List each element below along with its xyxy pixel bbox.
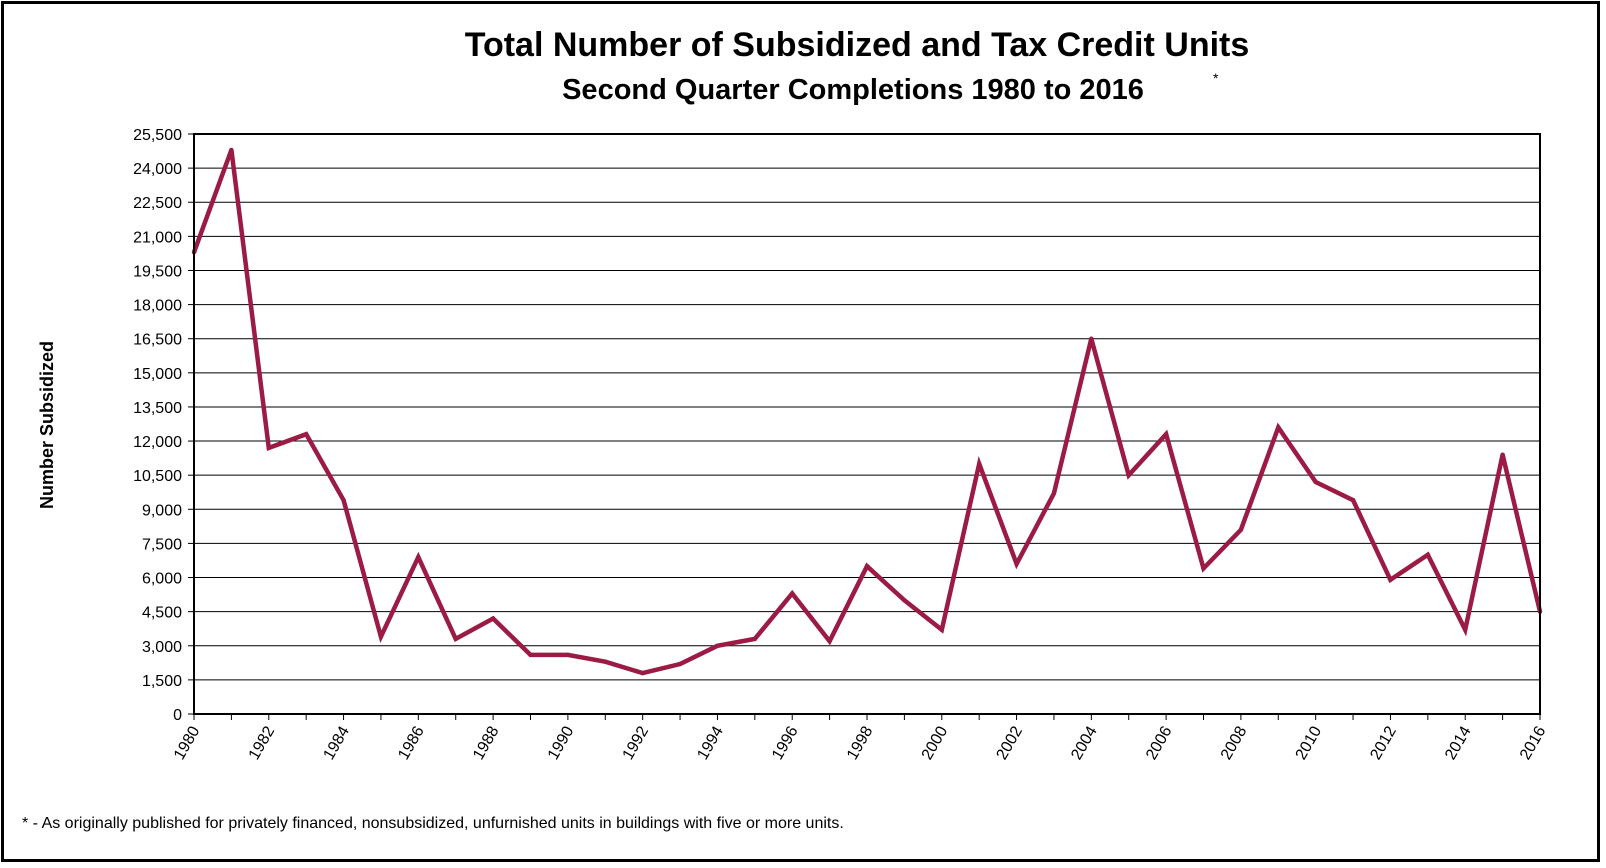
- x-tick-label: 1984: [321, 723, 354, 762]
- x-tick-label: 2016: [1517, 723, 1550, 762]
- data-point: [939, 627, 944, 633]
- data-point: [715, 643, 720, 648]
- data-point: [1126, 472, 1131, 478]
- data-point: [1238, 527, 1244, 532]
- data-point: [1089, 336, 1094, 341]
- data-point: [1201, 566, 1206, 571]
- x-tick-label: 1990: [545, 723, 578, 762]
- x-tick-label: 1994: [694, 723, 727, 762]
- x-tick-label: 2004: [1068, 723, 1101, 762]
- x-tick-label: 1986: [395, 723, 428, 762]
- data-point: [1014, 561, 1019, 567]
- data-point: [229, 147, 234, 153]
- data-point: [528, 652, 533, 658]
- data-point: [341, 497, 346, 503]
- y-axis-label: Number Subsidized: [37, 341, 57, 509]
- data-point: [266, 445, 271, 451]
- data-point: [1425, 552, 1431, 557]
- data-point: [603, 659, 608, 664]
- data-point: [416, 554, 421, 560]
- y-tick-label: 10,500: [133, 468, 182, 485]
- x-tick-label: 2000: [919, 723, 952, 762]
- x-tick-label: 1988: [470, 723, 503, 762]
- y-tick-label: 0: [173, 707, 182, 724]
- y-tick-label: 21,000: [133, 229, 182, 246]
- y-tick-label: 15,000: [133, 366, 182, 383]
- footnote: * - As originally published for privatel…: [22, 815, 844, 832]
- data-point: [976, 461, 982, 467]
- y-tick-label: 9,000: [142, 502, 182, 519]
- data-point: [1350, 497, 1356, 503]
- data-point: [453, 636, 458, 642]
- y-tick-label: 22,500: [133, 195, 182, 212]
- data-point: [1463, 627, 1468, 633]
- data-point: [902, 598, 907, 603]
- x-tick-label: 2010: [1293, 723, 1326, 762]
- x-tick-label: 2012: [1367, 723, 1400, 762]
- x-tick-label: 2006: [1143, 723, 1176, 762]
- x-tick-label: 2014: [1442, 723, 1475, 762]
- x-tick-label: 1992: [620, 723, 653, 762]
- y-tick-label: 12,000: [133, 434, 182, 451]
- data-point: [640, 670, 645, 676]
- plot-area: [193, 133, 1541, 715]
- x-tick-label: 1998: [844, 723, 877, 762]
- y-tick-label: 6,000: [142, 571, 182, 588]
- gridlines: [188, 133, 1541, 720]
- data-point: [1051, 491, 1057, 496]
- x-tick-label: 2002: [994, 723, 1027, 762]
- chart-subtitle: Second Quarter Completions 1980 to 2016: [562, 74, 1144, 106]
- data-point: [565, 652, 571, 658]
- y-tick-labels: 0 1,500 3,000 4,500 6,000 7,500 9,000 10,500 12,…: [133, 127, 182, 724]
- y-tick-label: 25,500: [133, 127, 182, 144]
- data-point: [303, 432, 309, 437]
- y-tick-label: 3,000: [142, 639, 182, 656]
- series-line: [191, 149, 1543, 676]
- y-tick-label: 7,500: [142, 536, 182, 553]
- data-point: [864, 563, 870, 569]
- y-tick-label: 1,500: [142, 673, 182, 690]
- y-tick-label: 4,500: [142, 605, 182, 622]
- data-point: [752, 636, 758, 642]
- data-point: [790, 591, 795, 596]
- x-tick-labels: 1980 1982 1984 1986 1988 1990 1992 1994 1996 1998…: [171, 723, 1550, 762]
- data-point: [1388, 577, 1393, 583]
- data-point: [490, 616, 496, 621]
- data-point: [677, 661, 683, 667]
- series-layer: [191, 147, 1543, 676]
- data-point: [1500, 452, 1505, 457]
- subtitle-footnote-marker: *: [1213, 70, 1219, 86]
- x-tick-label: 1980: [171, 723, 204, 762]
- data-point: [378, 634, 384, 639]
- x-tick-label: 1982: [246, 723, 279, 762]
- y-tick-label: 24,000: [133, 161, 182, 178]
- y-tick-label: 19,500: [133, 263, 182, 280]
- y-tick-label: 16,500: [133, 332, 182, 349]
- data-point: [1276, 425, 1281, 430]
- data-point: [1163, 432, 1169, 437]
- x-tick-label: 2008: [1218, 723, 1251, 762]
- y-tick-label: 18,000: [133, 298, 182, 315]
- data-point: [1313, 479, 1318, 485]
- x-tick-label: 1996: [769, 723, 802, 762]
- chart-title: Total Number of Subsidized and Tax Credi…: [465, 26, 1250, 64]
- data-point: [827, 639, 832, 644]
- y-tick-label: 13,500: [133, 400, 182, 417]
